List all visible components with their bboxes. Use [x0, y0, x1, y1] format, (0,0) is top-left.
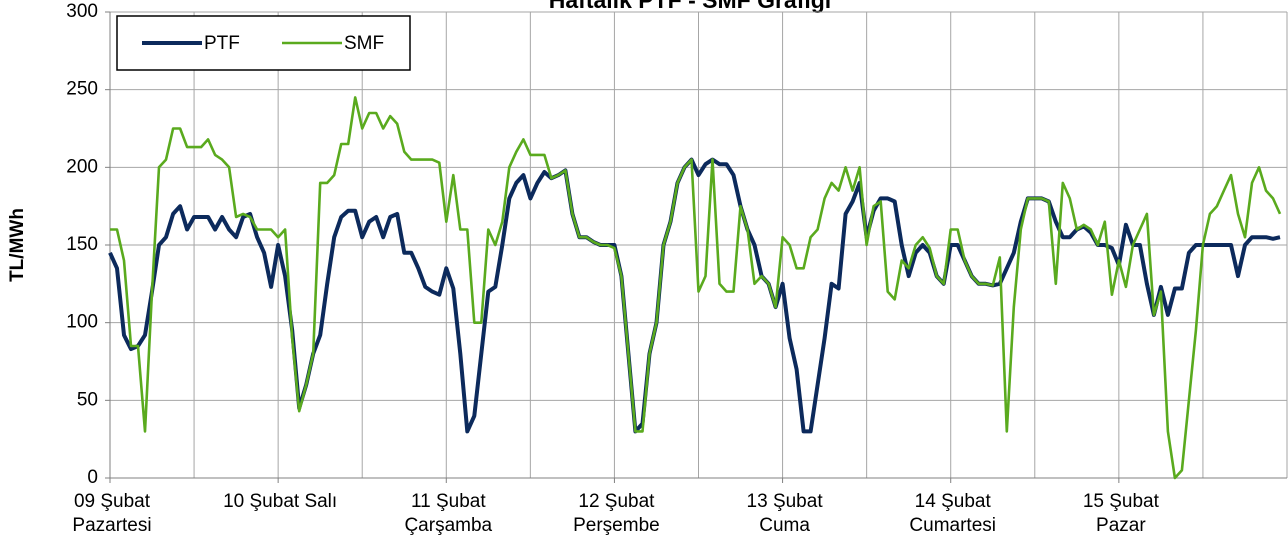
x-tick-label: 11 Şubat Çarşamba — [404, 491, 492, 536]
y-tick-label: 300 — [66, 1, 98, 22]
x-tick-label: 13 Şubat Cuma — [747, 491, 824, 536]
y-tick-label: 0 — [87, 467, 98, 488]
x-tick-label: 10 Şubat Salı — [223, 491, 337, 512]
y-tick-label: 200 — [66, 156, 98, 177]
legend-label: PTF — [204, 33, 240, 54]
chart-title: Haftalık PTF - SMF Grafiği — [549, 0, 831, 13]
y-axis-label: TL/MWh — [7, 208, 28, 282]
series-line — [110, 96, 1282, 480]
y-tick-label: 250 — [66, 79, 98, 100]
x-tick-label: 12 Şubat Perşembe — [573, 491, 660, 536]
y-tick-label: 50 — [77, 389, 98, 410]
legend-label: SMF — [344, 33, 384, 54]
x-tick-label: 14 Şubat Cumartesi — [909, 491, 996, 536]
x-tick-label: 15 Şubat Pazar — [1083, 491, 1160, 536]
x-tick-label: 09 Şubat Pazartesi — [72, 491, 151, 536]
y-tick-label: 100 — [66, 312, 98, 333]
y-tick-label: 150 — [66, 234, 98, 255]
